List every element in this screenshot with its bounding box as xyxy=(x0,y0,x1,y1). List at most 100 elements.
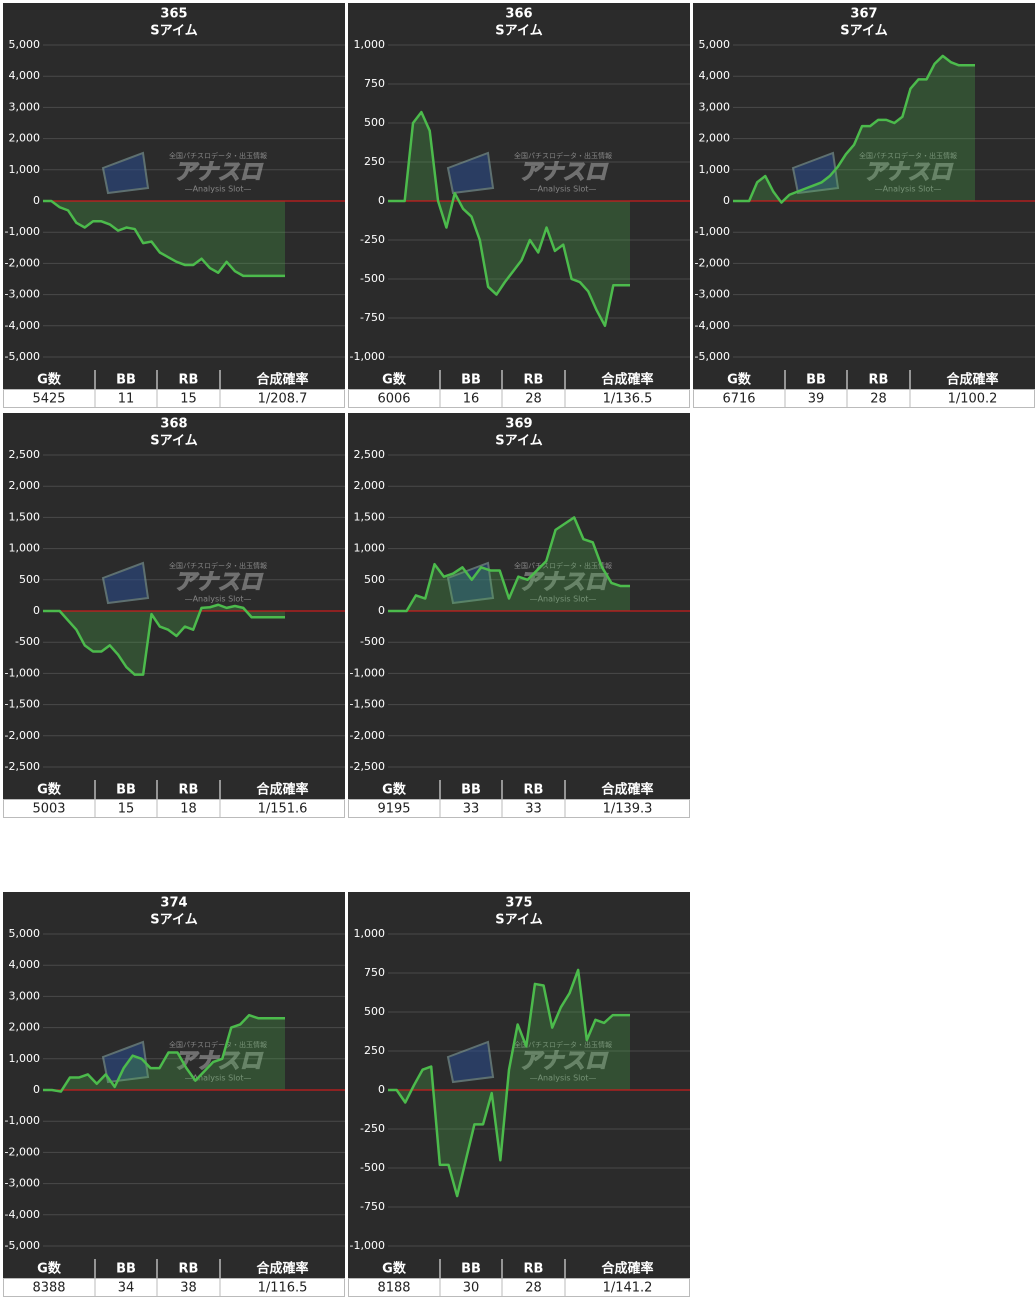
y-tick-label: 1,500 xyxy=(354,510,386,523)
table-header: RB xyxy=(524,1262,544,1277)
area-fill xyxy=(43,201,285,276)
table-row-bg xyxy=(3,1278,345,1297)
watermark-tagline: 全国パチスロデータ・出玉情報 xyxy=(514,1040,612,1049)
y-tick-label: 1,000 xyxy=(354,927,386,940)
table-cell: 18 xyxy=(180,802,197,817)
table-header: G数 xyxy=(37,782,62,798)
y-tick-label: 0 xyxy=(378,1083,385,1096)
y-tick-label: -500 xyxy=(360,1161,385,1174)
table-header: G数 xyxy=(37,1261,62,1277)
y-tick-label: -5,000 xyxy=(5,1239,40,1252)
area-fill xyxy=(733,55,975,203)
table-cell: 1/141.2 xyxy=(603,1281,653,1296)
table-cell: 28 xyxy=(870,392,887,407)
data-line xyxy=(43,199,285,278)
table-cell: 16 xyxy=(463,392,480,407)
panel-bg xyxy=(3,892,345,1259)
y-tick-label: 3,000 xyxy=(9,989,41,1002)
panel-bg xyxy=(3,413,345,780)
table-header: 合成確率 xyxy=(601,1261,653,1277)
y-tick-label: -4,000 xyxy=(5,1208,40,1221)
table-header: 合成確率 xyxy=(256,782,308,798)
watermark-caption: —Analysis Slot— xyxy=(530,185,597,194)
y-tick-label: 2,500 xyxy=(9,448,41,461)
y-tick-label: 1,000 xyxy=(354,38,386,51)
table-header: RB xyxy=(524,783,544,798)
data-line xyxy=(43,1013,285,1093)
table-header: RB xyxy=(179,1262,199,1277)
chart-title: 366 xyxy=(505,7,532,22)
table-cell: 33 xyxy=(525,802,542,817)
y-tick-label: 2,000 xyxy=(9,132,41,145)
area-fill xyxy=(43,604,285,675)
table-cell: 30 xyxy=(463,1281,480,1296)
y-tick-label: 5,000 xyxy=(699,38,731,51)
y-tick-label: -1,000 xyxy=(5,1114,40,1127)
y-tick-label: -2,000 xyxy=(5,256,40,269)
chart-subtitle: Sアイム xyxy=(840,24,887,39)
chart-subtitle: Sアイム xyxy=(150,24,197,39)
y-tick-label: -1,000 xyxy=(5,225,40,238)
y-tick-label: 1,000 xyxy=(699,163,731,176)
panel-bg xyxy=(348,3,690,370)
chart-title: 367 xyxy=(850,7,877,22)
watermark-caption: —Analysis Slot— xyxy=(185,595,252,604)
table-header: G数 xyxy=(382,372,407,388)
table-cell: 28 xyxy=(525,392,542,407)
watermark-caption: —Analysis Slot— xyxy=(185,1074,252,1083)
y-tick-label: 250 xyxy=(364,155,385,168)
y-tick-label: -1,000 xyxy=(5,666,40,679)
y-tick-label: 3,000 xyxy=(699,100,731,113)
table-header: G数 xyxy=(382,782,407,798)
table-cell: 34 xyxy=(118,1281,135,1296)
table-cell: 5425 xyxy=(32,392,65,407)
y-tick-label: -2,500 xyxy=(350,760,385,773)
logo-icon xyxy=(791,151,840,195)
y-tick-label: -500 xyxy=(15,635,40,648)
y-tick-label: 750 xyxy=(364,966,385,979)
table-row-bg xyxy=(3,799,345,818)
table-cell: 1/100.2 xyxy=(948,392,998,407)
table-header: 合成確率 xyxy=(256,372,308,388)
y-tick-label: 1,000 xyxy=(354,542,386,555)
data-line xyxy=(733,54,975,204)
y-tick-label: 750 xyxy=(364,77,385,90)
table-header-bg xyxy=(693,370,1035,389)
table-cell: 28 xyxy=(525,1281,542,1296)
logo-icon xyxy=(446,561,495,605)
y-tick-label: 1,000 xyxy=(9,1052,41,1065)
watermark-caption: —Analysis Slot— xyxy=(875,185,942,194)
table-header-bg xyxy=(3,780,345,799)
table-header-bg xyxy=(3,1259,345,1278)
logo-icon xyxy=(101,151,150,195)
y-tick-label: 4,000 xyxy=(9,958,41,971)
area-fill xyxy=(388,969,630,1197)
watermark-title: アナスロ xyxy=(519,160,609,185)
watermark-tagline: 全国パチスロデータ・出玉情報 xyxy=(514,151,612,160)
table-header: 合成確率 xyxy=(601,782,653,798)
y-tick-label: 0 xyxy=(33,194,40,207)
y-tick-label: 1,000 xyxy=(9,163,41,176)
y-tick-label: 2,000 xyxy=(699,132,731,145)
y-tick-label: 500 xyxy=(19,573,40,586)
watermark-title: アナスロ xyxy=(519,1049,609,1074)
table-cell: 1/208.7 xyxy=(258,392,308,407)
y-tick-label: -500 xyxy=(360,272,385,285)
panel-bg xyxy=(348,892,690,1259)
y-tick-label: 0 xyxy=(378,604,385,617)
table-header: 合成確率 xyxy=(946,372,998,388)
y-tick-label: -5,000 xyxy=(5,350,40,363)
chart-panel: 375 Sアイム 1,000 750 500 250 0 -250 -500 -750 -1,000… xyxy=(348,892,690,1297)
chart-subtitle: Sアイム xyxy=(495,24,542,39)
table-header: BB xyxy=(806,373,826,388)
y-tick-label: -4,000 xyxy=(695,319,730,332)
watermark-tagline: 全国パチスロデータ・出玉情報 xyxy=(169,561,267,570)
y-tick-label: 2,000 xyxy=(9,1021,41,1034)
y-tick-label: 500 xyxy=(364,116,385,129)
chart-subtitle: Sアイム xyxy=(150,913,197,928)
y-tick-label: -1,500 xyxy=(350,698,385,711)
y-tick-label: 0 xyxy=(378,194,385,207)
chart-subtitle: Sアイム xyxy=(495,913,542,928)
